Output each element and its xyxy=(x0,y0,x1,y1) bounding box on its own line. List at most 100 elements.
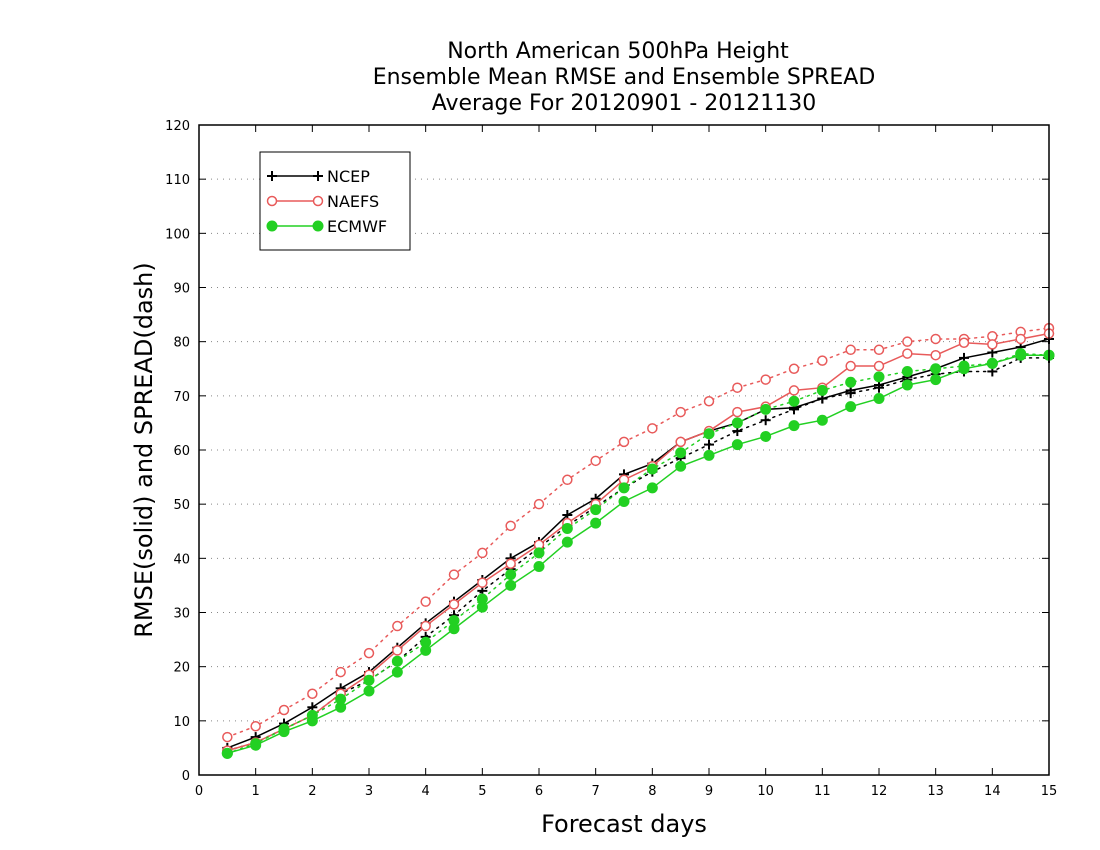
rmse-point-ecmwf xyxy=(335,701,347,713)
spread-point-naefs xyxy=(590,455,601,467)
rmse-point-naefs xyxy=(732,406,743,418)
spread-point-ecmwf xyxy=(391,655,403,667)
rmse-point-naefs xyxy=(505,558,516,569)
rmse-point-ecmwf xyxy=(448,623,460,635)
rmse-point-ecmwf xyxy=(845,401,857,413)
spread-point-ecmwf xyxy=(675,447,687,459)
rmse-point-ecmwf xyxy=(391,666,403,678)
spread-point-naefs xyxy=(335,666,346,678)
y-axis: 0 10 20 30 40 50 60 70 80 90 100 110 120 xyxy=(165,119,1049,784)
rmse-point-ecmwf xyxy=(1015,349,1027,361)
legend-item-ncep: NCEP xyxy=(267,167,370,186)
x-tick-label: 5 xyxy=(478,784,486,799)
x-tick-label: 6 xyxy=(535,784,543,799)
y-tick-label: 70 xyxy=(173,390,190,405)
y-tick-label: 110 xyxy=(165,173,190,188)
spread-point-naefs xyxy=(845,344,856,356)
x-tick-label: 14 xyxy=(984,784,1001,799)
rmse-point-ecmwf xyxy=(788,420,800,432)
rmse-point-naefs xyxy=(902,348,913,359)
rmse-point-naefs xyxy=(788,385,800,396)
title-line-2: Ensemble Mean RMSE and Ensemble SPREAD xyxy=(373,65,876,90)
rmse-point-ecmwf xyxy=(561,536,573,548)
spread-line-ecmwf xyxy=(226,352,1050,755)
y-tick-label: 80 xyxy=(173,336,190,351)
spread-point-naefs xyxy=(618,436,630,448)
x-tick-label: 11 xyxy=(814,784,831,799)
rmse-point-ecmwf xyxy=(930,374,942,386)
spread-point-ecmwf xyxy=(590,504,602,516)
rmse-point-ecmwf xyxy=(816,414,828,426)
spread-point-naefs xyxy=(760,374,771,385)
spread-point-ecmwf xyxy=(618,482,630,494)
title-line-1: North American 500hPa Height xyxy=(447,39,789,64)
rmse-point-naefs xyxy=(1015,333,1026,345)
y-tick-label: 100 xyxy=(165,227,190,242)
x-axis-label: Forecast days xyxy=(541,810,707,838)
rmse-point-ecmwf xyxy=(221,747,233,759)
rmse-point-ecmwf xyxy=(901,379,913,391)
spread-point-ecmwf xyxy=(363,674,375,686)
rmse-point-ecmwf xyxy=(703,449,715,461)
y-tick-label: 0 xyxy=(182,769,190,784)
spread-point-naefs xyxy=(817,355,828,366)
title-line-3: Average For 20120901 - 20121130 xyxy=(432,91,817,116)
series-ncep xyxy=(222,333,1054,756)
rmse-point-naefs xyxy=(987,339,998,350)
spread-point-naefs xyxy=(477,547,488,559)
spread-point-naefs xyxy=(420,596,431,607)
legend-label: ECMWF xyxy=(327,217,387,236)
spread-point-ecmwf xyxy=(873,371,885,383)
spread-point-naefs xyxy=(222,731,233,743)
spread-point-ecmwf xyxy=(703,428,715,440)
rmse-point-naefs xyxy=(958,337,970,348)
legend-item-naefs: NAEFS xyxy=(266,192,379,211)
legend-marker xyxy=(312,220,324,232)
x-tick-label: 4 xyxy=(422,784,430,799)
rmse-point-ecmwf xyxy=(986,357,998,369)
x-tick-label: 0 xyxy=(195,784,203,799)
legend-marker xyxy=(266,220,278,232)
x-tick-label: 15 xyxy=(1041,784,1058,799)
spread-point-ecmwf xyxy=(788,395,800,407)
spread-point-naefs xyxy=(902,336,913,347)
spread-point-ecmwf xyxy=(533,547,545,559)
legend-item-ecmwf: ECMWF xyxy=(266,217,387,236)
x-tick-label: 7 xyxy=(592,784,600,799)
rmse-point-naefs xyxy=(930,349,941,361)
rmse-line-ecmwf xyxy=(227,354,1049,755)
spread-point-ecmwf xyxy=(760,403,772,415)
spread-point-ecmwf xyxy=(845,376,857,388)
y-tick-label: 60 xyxy=(173,444,190,459)
rmse-point-ecmwf xyxy=(590,517,602,529)
spread-point-naefs xyxy=(250,721,261,732)
rmse-point-ecmwf xyxy=(363,685,375,697)
legend-marker xyxy=(267,171,277,181)
chart-title: North American 500hPa Height Ensemble Me… xyxy=(373,39,876,116)
series-layer xyxy=(221,322,1055,759)
x-tick-label: 10 xyxy=(757,784,774,799)
legend-marker xyxy=(313,171,323,181)
spread-line-naefs xyxy=(226,327,1050,738)
rmse-point-ecmwf xyxy=(760,430,772,442)
spread-point-naefs xyxy=(703,396,715,407)
rmse-point-ecmwf xyxy=(505,579,517,591)
legend-marker xyxy=(266,195,278,207)
spread-point-naefs xyxy=(675,406,686,418)
y-tick-label: 40 xyxy=(173,552,190,567)
spread-point-ecmwf xyxy=(561,523,573,535)
rmse-point-naefs xyxy=(477,577,488,588)
spread-point-ecmwf xyxy=(901,365,913,377)
legend: NCEP NAEFS ECMWF xyxy=(259,151,411,251)
spread-line-ncep xyxy=(226,357,1050,752)
x-tick-label: 13 xyxy=(927,784,944,799)
rmse-point-ecmwf xyxy=(731,439,743,451)
spread-point-ecmwf xyxy=(646,463,658,475)
y-axis-label: RMSE(solid) and SPREAD(dash) xyxy=(130,262,158,638)
y-tick-label: 50 xyxy=(173,498,190,513)
rmse-point-ecmwf xyxy=(618,495,630,507)
legend-label: NAEFS xyxy=(327,192,379,211)
spread-point-naefs xyxy=(930,333,941,345)
rmse-point-naefs xyxy=(448,599,460,610)
